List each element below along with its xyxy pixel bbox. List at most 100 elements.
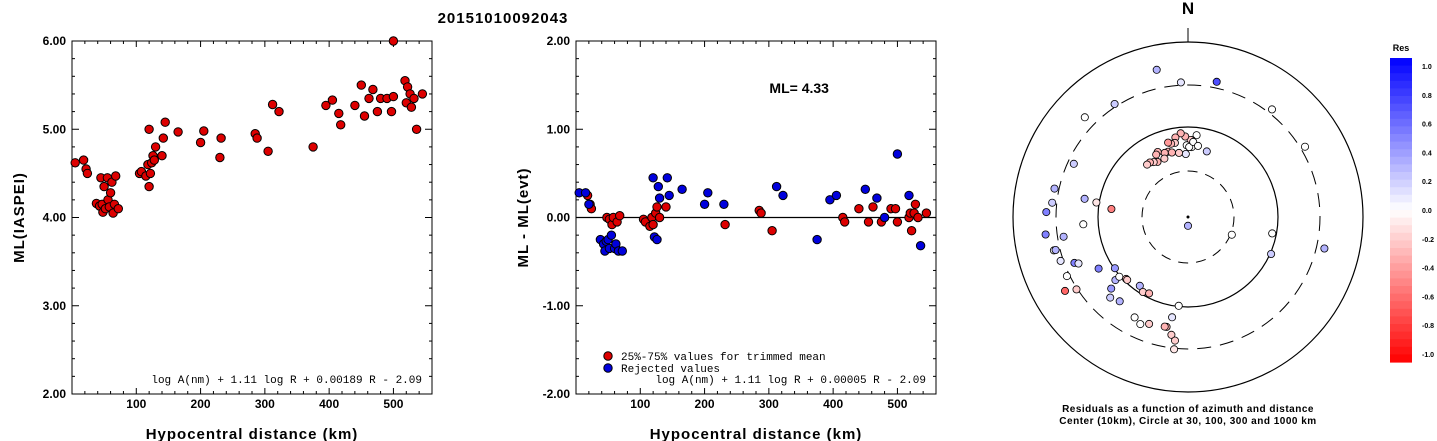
- data-point: [417, 89, 428, 99]
- data-point: [334, 108, 344, 119]
- station-point: [1145, 319, 1154, 328]
- rejected-point: [892, 149, 903, 159]
- station-point: [1227, 230, 1236, 239]
- data-point: [388, 36, 399, 46]
- station-point: [1092, 198, 1101, 207]
- colorbar-cell: [1390, 293, 1412, 302]
- data-point: [111, 171, 121, 181]
- ring-100km: [1097, 126, 1279, 308]
- data-point: [321, 100, 331, 111]
- station-point: [1301, 142, 1310, 151]
- data-point: [308, 142, 318, 152]
- colorbar-cell: [1390, 225, 1412, 234]
- data-point: [274, 106, 284, 117]
- data-point: [173, 127, 183, 137]
- colorbar-cell: [1390, 240, 1412, 249]
- rejected-point: [648, 173, 658, 183]
- rejected-point: [652, 234, 662, 245]
- colorbar-cell: [1390, 111, 1412, 120]
- rejected-point: [617, 246, 627, 256]
- x-tick-label: 500: [887, 397, 907, 411]
- ring-30km: [1141, 170, 1235, 264]
- station-point: [1094, 264, 1103, 273]
- data-point: [267, 99, 278, 110]
- residual-colorbar: Res 1.0 0.8 0.6 0.4 0.2 0.0 -0.2 -0.4 -0.6 -0.8 -1.…: [1390, 43, 1434, 363]
- colorbar-cell: [1390, 308, 1412, 317]
- station-point: [1061, 286, 1070, 295]
- station-point: [1176, 129, 1185, 138]
- station-point: [1175, 148, 1184, 157]
- data-point: [158, 133, 169, 143]
- station-point: [1320, 244, 1329, 253]
- colorbar-cell: [1390, 354, 1412, 363]
- rejected-point: [699, 199, 710, 210]
- data-point: [863, 217, 874, 227]
- station-point: [1051, 245, 1060, 254]
- data-point: [113, 204, 124, 214]
- station-point: [1184, 221, 1193, 230]
- station-point: [1268, 229, 1277, 238]
- data-point: [350, 100, 360, 111]
- station-point: [1152, 150, 1161, 159]
- legend-label: 25%-75% values for trimmed mean: [621, 352, 826, 364]
- station-point: [1056, 256, 1065, 265]
- data-point: [615, 211, 625, 221]
- data-point: [840, 217, 850, 227]
- station-point: [1072, 285, 1081, 294]
- data-point: [913, 212, 923, 223]
- rejected-point: [677, 184, 687, 195]
- colorbar-tick-label: -0.6: [1422, 294, 1434, 301]
- data-point: [368, 84, 378, 95]
- legend-marker: [603, 363, 613, 373]
- station-point: [1123, 275, 1132, 284]
- rejected-point: [879, 212, 890, 223]
- data-point: [199, 126, 209, 136]
- colorbar-cell: [1390, 286, 1412, 295]
- data-point: [99, 181, 109, 192]
- rejected-point: [584, 199, 594, 210]
- residual-chart: 100 200 300 400 500 -2.00 -1.00 0.00 1.00 2.00 Hyp…: [515, 34, 937, 441]
- station-point: [1181, 149, 1190, 158]
- data-point: [327, 95, 338, 105]
- rejected-point: [580, 188, 591, 198]
- magnitude-chart: 100 200 300 400 500 2.00 3.00 4.00 5.00 6.00 Hypoc…: [11, 34, 433, 441]
- y-tick-label: 2.00: [43, 387, 67, 401]
- colorbar-cell: [1390, 80, 1412, 89]
- y-tick-label: -1.00: [543, 299, 571, 313]
- data-point: [756, 208, 766, 218]
- x-tick-label: 500: [383, 397, 403, 411]
- colorbar-tick-label: 0.2: [1422, 179, 1432, 186]
- data-point: [661, 202, 671, 212]
- data-point: [144, 181, 154, 192]
- y-axis-label: ML - ML(evt): [515, 167, 532, 267]
- legend-marker: [603, 351, 613, 361]
- station-point: [1115, 272, 1124, 281]
- station-point: [1194, 141, 1203, 150]
- y-tick-label: 6.00: [43, 34, 67, 48]
- data-point: [868, 202, 878, 212]
- station-point: [1160, 154, 1169, 163]
- y-tick-label: 3.00: [43, 299, 67, 313]
- data-point: [195, 137, 206, 148]
- station-point: [1080, 113, 1089, 122]
- x-tick-label: 400: [823, 397, 843, 411]
- colorbar-tick-label: -1.0: [1422, 352, 1434, 359]
- data-point: [145, 168, 156, 179]
- station-point: [1080, 194, 1089, 203]
- x-tick-label: 200: [191, 397, 211, 411]
- azimuth-polar-plot: N Residuals as a function of azimuth and …: [1012, 0, 1364, 427]
- data-point: [388, 91, 399, 102]
- data-point: [364, 93, 374, 104]
- x-tick-label: 100: [126, 397, 146, 411]
- data-point: [892, 217, 903, 227]
- y-tick-label: 2.00: [547, 34, 571, 48]
- colorbar-cell: [1390, 232, 1412, 241]
- formula-label: log A(nm) + 1.11 log R + 0.00005 R - 2.0…: [655, 375, 926, 387]
- y-tick-label: 4.00: [43, 211, 67, 225]
- station-point: [1106, 293, 1115, 302]
- colorbar-tick-label: 0.0: [1422, 208, 1432, 215]
- rejected-point: [825, 195, 835, 205]
- data-point: [252, 133, 262, 143]
- data-point: [105, 188, 116, 198]
- colorbar-tick-label: 0.4: [1422, 150, 1432, 157]
